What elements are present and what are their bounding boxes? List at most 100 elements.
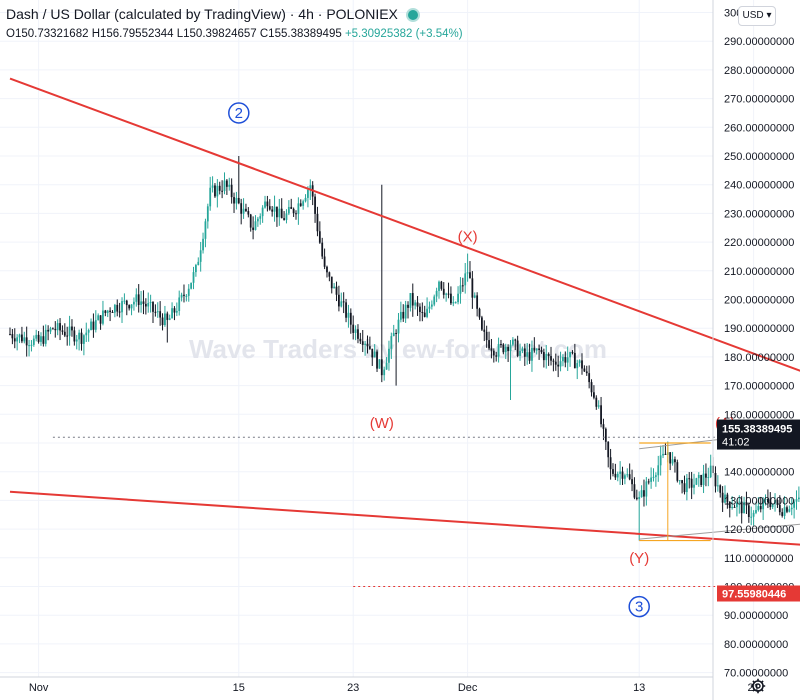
candle-body <box>378 359 381 369</box>
price-tick-label: 70.00000000 <box>724 668 788 680</box>
price-tick-label: 170.00000000 <box>724 381 794 393</box>
price-tick-label: 230.00000000 <box>724 208 794 220</box>
price-tick-label: 210.00000000 <box>724 266 794 278</box>
candle-body <box>264 201 266 208</box>
candle-body <box>466 272 469 274</box>
candle-body <box>171 308 173 319</box>
candle-body <box>786 507 788 512</box>
candle-body <box>469 272 471 279</box>
candle-body <box>430 304 433 307</box>
time-axis[interactable]: Nov1523Dec1321202210 <box>29 682 800 694</box>
candle-body <box>607 441 610 458</box>
market-status-icon <box>405 8 420 23</box>
candle-body <box>559 361 562 367</box>
candle-body <box>783 507 786 516</box>
candle-body <box>335 286 338 295</box>
candle-body <box>445 293 448 295</box>
candle-body <box>214 185 216 197</box>
candle-body <box>235 197 238 204</box>
price-tick-label: 280.00000000 <box>724 65 794 77</box>
candle-body <box>71 326 73 331</box>
candle-body <box>483 329 486 332</box>
candle-body <box>562 357 564 362</box>
candle-body <box>316 213 319 232</box>
candle-body <box>195 265 197 273</box>
candle-body <box>457 293 459 303</box>
candle-body <box>573 352 576 369</box>
candle-body <box>778 504 781 513</box>
candle-body <box>492 350 495 356</box>
candle-body <box>166 313 169 320</box>
candle-body <box>593 392 595 398</box>
candle-body <box>450 293 452 304</box>
candle-body <box>461 285 464 287</box>
candle-body <box>40 336 42 342</box>
wave-count-circle <box>228 102 250 124</box>
candle-body <box>285 213 288 220</box>
candle-body <box>61 330 64 332</box>
candle-body <box>323 256 326 267</box>
candle-body <box>292 208 295 214</box>
candle-body <box>564 357 567 363</box>
candle-body <box>11 334 14 339</box>
candle-body <box>752 512 755 517</box>
candle-body <box>340 301 343 307</box>
candle-body <box>326 266 328 273</box>
candle-body <box>295 213 297 215</box>
candle-body <box>368 346 371 349</box>
candle-body <box>49 328 52 332</box>
candle-body <box>73 330 76 342</box>
candle-body <box>581 360 583 369</box>
candle-body <box>380 359 383 376</box>
candle-body <box>502 344 505 353</box>
candle-body <box>44 329 47 344</box>
time-tick-label: 15 <box>233 682 245 694</box>
candle-body <box>261 207 264 217</box>
candle-body <box>426 308 428 317</box>
candle-body <box>490 348 493 351</box>
candle-body <box>795 499 798 502</box>
candle-body <box>85 332 88 336</box>
candle-body <box>769 502 772 508</box>
candle-body <box>307 189 309 198</box>
gear-icon[interactable] <box>750 678 766 694</box>
candle-body <box>497 343 500 357</box>
candle-body <box>631 479 633 485</box>
candle-body <box>757 506 760 511</box>
candle-body <box>237 197 240 204</box>
candle-body <box>297 203 300 215</box>
candle-body <box>330 276 333 289</box>
candle-body <box>399 311 402 320</box>
candle-body <box>535 348 538 351</box>
time-tick-label: Nov <box>29 682 49 694</box>
candle-body <box>366 343 369 347</box>
candle-body <box>523 348 526 357</box>
currency-button[interactable]: USD ▾ <box>738 6 776 26</box>
candle-body <box>509 344 512 352</box>
candle-body <box>624 475 626 479</box>
candle-body <box>113 304 116 313</box>
candle-body <box>500 343 502 345</box>
candle-body <box>590 382 593 393</box>
candle-body <box>364 343 367 345</box>
candle-body <box>669 452 672 464</box>
candle-body <box>478 308 481 318</box>
candle-body <box>767 499 769 503</box>
candle-body <box>154 311 157 313</box>
correction-label: (W) <box>370 415 394 432</box>
candle-body <box>583 368 586 372</box>
candle-body <box>152 302 154 312</box>
candle-body <box>268 206 271 210</box>
candle-body <box>357 329 359 339</box>
price-axis[interactable]: 300 290.00000000 280.00000000 270.00000000 2… <box>724 8 794 680</box>
candle-body <box>197 261 200 266</box>
candle-body <box>726 494 729 502</box>
candle-body <box>80 332 83 344</box>
candle-body <box>318 231 321 243</box>
lower-trendline <box>9 490 800 546</box>
candle-body <box>576 363 579 369</box>
candle-body <box>221 190 224 192</box>
candle-body <box>23 337 26 342</box>
candle-body <box>681 480 683 484</box>
